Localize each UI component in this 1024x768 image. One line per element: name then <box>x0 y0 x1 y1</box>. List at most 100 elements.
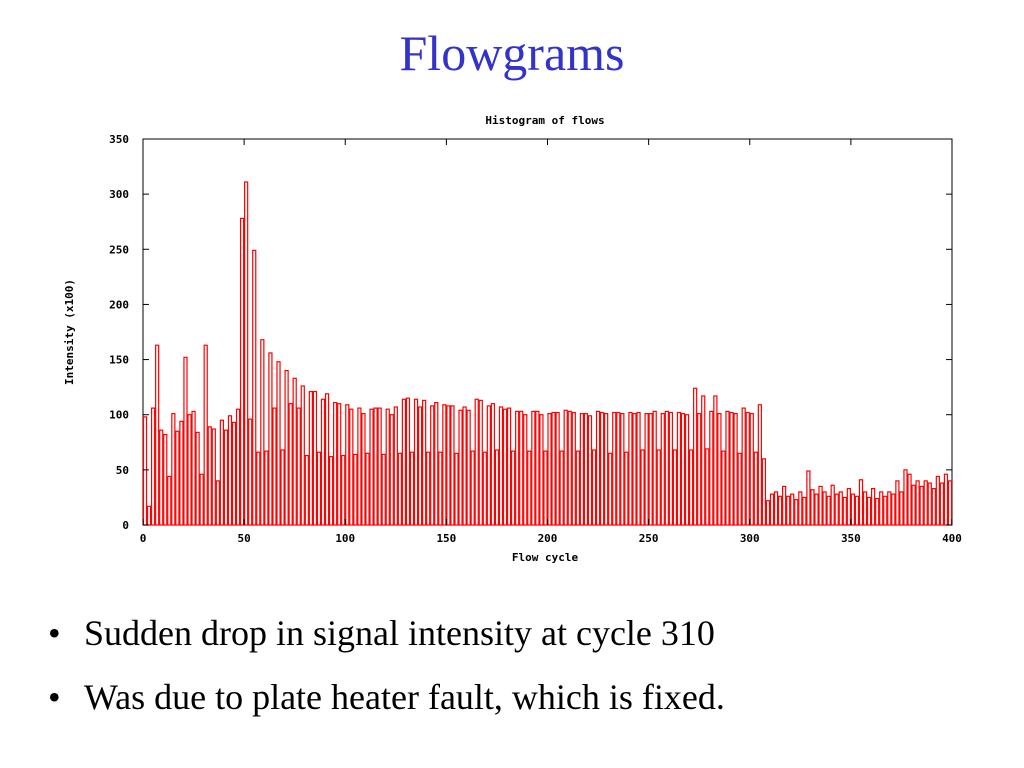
bar <box>260 339 265 526</box>
bar <box>349 408 354 526</box>
bullet: Was due to plate heater fault, which is … <box>84 677 725 717</box>
bar <box>729 411 734 526</box>
bar <box>264 450 269 526</box>
bar <box>713 395 718 526</box>
bar <box>931 488 936 526</box>
bar <box>644 413 649 526</box>
bar <box>688 449 694 526</box>
bar <box>579 413 585 526</box>
bullet-mark: • <box>48 613 61 653</box>
bar <box>466 409 471 526</box>
bar <box>765 500 771 526</box>
bar <box>810 489 815 526</box>
bar <box>163 433 168 526</box>
y-tick-label: 50 <box>116 464 129 477</box>
bar <box>717 413 722 526</box>
bar <box>826 495 831 526</box>
bar <box>790 493 795 526</box>
bar <box>652 410 657 526</box>
bar <box>531 410 536 526</box>
y-tick-label: 350 <box>109 133 129 146</box>
bar <box>155 344 160 526</box>
bar <box>385 408 390 526</box>
bar <box>583 413 589 526</box>
bar <box>794 499 799 526</box>
bar <box>430 405 435 526</box>
bar <box>668 411 673 526</box>
bar <box>595 410 601 526</box>
bar <box>248 418 253 526</box>
bar <box>899 491 904 526</box>
bar <box>591 449 597 526</box>
bar <box>806 470 811 526</box>
bullet-mark: • <box>48 677 61 717</box>
bar <box>895 480 900 526</box>
bar <box>353 453 358 526</box>
x-tick-label: 50 <box>238 532 251 545</box>
bar <box>660 413 665 526</box>
bar <box>454 452 459 526</box>
bar <box>769 493 775 526</box>
bar <box>786 495 791 526</box>
bar <box>320 398 326 526</box>
bar <box>927 482 932 526</box>
bar <box>887 491 892 526</box>
bar <box>947 480 953 526</box>
bar <box>745 411 750 526</box>
x-axis-label: Flow cycle <box>512 551 579 564</box>
bar <box>280 449 285 526</box>
bar <box>620 413 625 526</box>
bar <box>875 497 880 526</box>
bar <box>357 407 362 526</box>
bar <box>159 429 164 526</box>
bar <box>146 505 152 526</box>
bar <box>523 414 528 526</box>
bar <box>288 403 293 526</box>
x-tick-label: 250 <box>639 532 659 545</box>
bar <box>401 398 407 526</box>
bar <box>361 413 366 526</box>
y-tick-label: 150 <box>109 354 129 367</box>
bar <box>417 406 423 526</box>
bar <box>316 451 322 526</box>
bar <box>693 387 698 526</box>
bar <box>296 407 301 526</box>
bar <box>571 411 576 526</box>
bar <box>866 496 872 526</box>
bar <box>676 411 682 526</box>
bar <box>802 496 807 526</box>
bar <box>458 409 463 526</box>
bar <box>256 451 261 526</box>
bar <box>506 407 512 526</box>
bar <box>223 429 229 526</box>
bar <box>834 493 839 526</box>
bar <box>879 491 884 526</box>
bar <box>773 491 779 526</box>
bar <box>830 484 835 526</box>
bar <box>324 393 330 526</box>
bar <box>604 413 609 526</box>
bar <box>179 420 184 526</box>
bar <box>219 419 224 526</box>
y-tick-label: 300 <box>109 188 129 201</box>
bar <box>203 344 208 526</box>
bar <box>171 413 176 526</box>
bar <box>684 414 690 526</box>
bar <box>656 449 661 526</box>
bar <box>563 409 568 526</box>
bar <box>300 385 305 526</box>
bar <box>624 451 629 526</box>
bar <box>838 491 843 526</box>
y-tick-label: 100 <box>109 409 129 422</box>
x-tick-label: 300 <box>740 532 760 545</box>
bar <box>187 414 192 526</box>
bar <box>862 491 868 526</box>
bar <box>515 410 520 526</box>
bar <box>227 415 233 526</box>
bar <box>389 414 394 526</box>
bar <box>543 450 548 526</box>
bar <box>345 404 350 526</box>
bar <box>612 411 617 526</box>
bar <box>733 413 738 526</box>
